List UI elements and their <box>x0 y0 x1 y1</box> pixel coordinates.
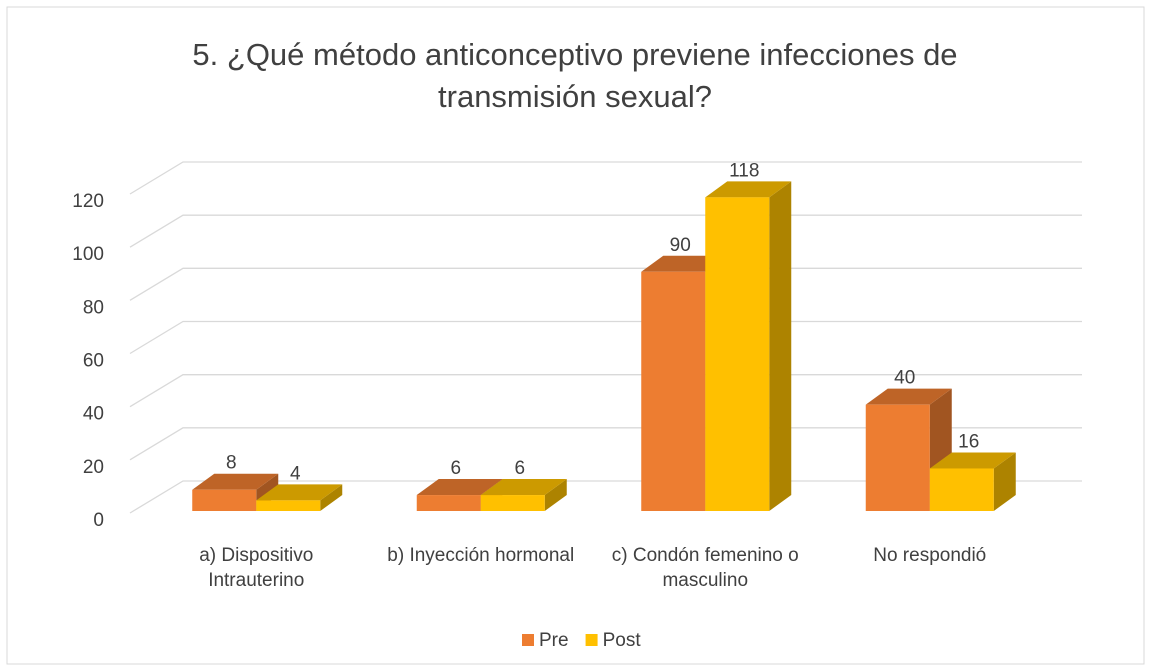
data-label: 6 <box>450 458 461 479</box>
bar-side <box>769 181 792 512</box>
bar <box>929 468 994 511</box>
bar <box>192 489 257 511</box>
bar <box>865 404 930 511</box>
data-label: 4 <box>290 463 301 484</box>
legend-swatch <box>585 634 598 646</box>
y-tick-label: 100 <box>72 244 104 265</box>
x-tick-label: c) Condón femenino o masculino <box>611 545 799 591</box>
y-tick-label: 60 <box>83 351 104 372</box>
y-tick-label: 0 <box>93 510 104 531</box>
bar <box>256 500 321 511</box>
bar-top <box>256 484 343 501</box>
bar <box>705 197 770 512</box>
bar-side <box>320 484 343 511</box>
chart-border <box>6 6 1145 665</box>
legend-swatch <box>522 634 534 646</box>
y-tick-label: 80 <box>83 297 104 318</box>
bar <box>416 495 481 511</box>
data-label: 6 <box>514 458 525 479</box>
x-tick-label: b) Inyección hormonal <box>387 545 575 566</box>
bar-top <box>865 388 952 405</box>
x-tick-label: a) Dispositivo Intrauterino <box>199 545 314 591</box>
bar-top <box>416 479 503 496</box>
legend-label: Post <box>603 630 642 651</box>
bar <box>480 495 545 511</box>
bar-top <box>705 181 792 198</box>
data-label: 118 <box>729 160 759 181</box>
bar <box>641 271 706 511</box>
data-label: 40 <box>894 368 915 389</box>
bar-side <box>544 479 567 511</box>
bar-side <box>993 452 1016 511</box>
chart-title: 5. ¿Qué método anticonceptivo previene i… <box>192 37 958 114</box>
data-label: 90 <box>670 235 691 256</box>
legend-label: Pre <box>539 630 569 651</box>
y-tick-label: 120 <box>72 191 104 212</box>
y-tick-label: 20 <box>83 457 104 478</box>
bar-top <box>192 473 279 490</box>
data-label: 8 <box>226 453 237 474</box>
bar-top <box>480 479 567 496</box>
grid-line <box>129 161 1082 195</box>
x-tick-label: No respondió <box>873 545 987 566</box>
data-label: 16 <box>958 431 979 452</box>
bar-top <box>929 452 1016 469</box>
y-tick-label: 40 <box>83 404 104 425</box>
